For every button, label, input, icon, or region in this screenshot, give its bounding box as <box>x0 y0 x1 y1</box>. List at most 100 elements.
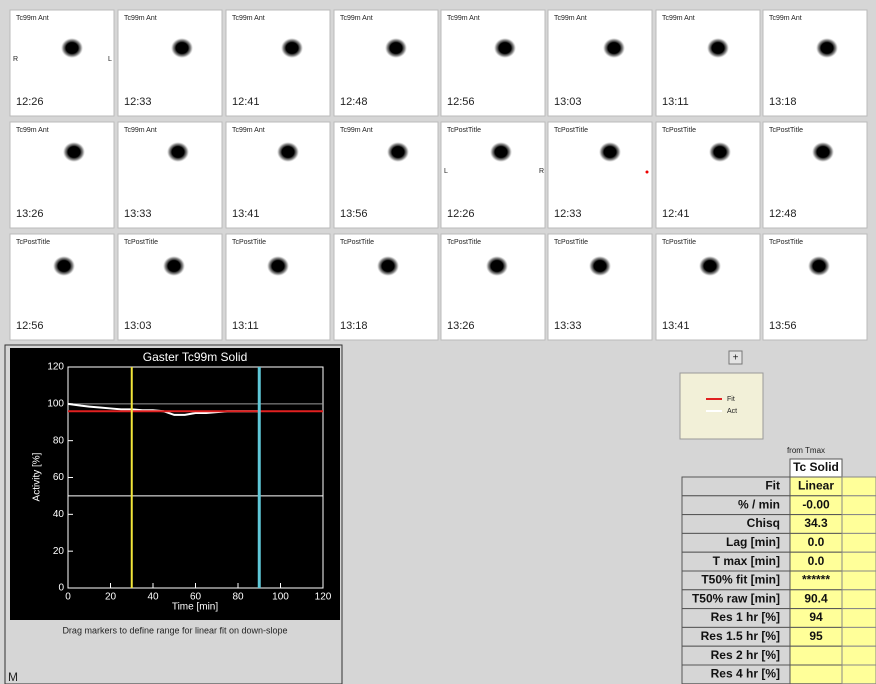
tracer-blob <box>277 142 299 162</box>
x-tick-label: 0 <box>65 592 71 603</box>
chart-area <box>10 348 340 620</box>
x-tick-label: 80 <box>232 592 244 603</box>
tile-label: TcPostTitle <box>340 239 374 246</box>
extra-cell <box>842 627 876 646</box>
tracer-blob <box>812 142 834 162</box>
orientation-right: R <box>539 168 544 175</box>
x-tick-label: 60 <box>190 592 202 603</box>
tracer-blob <box>171 38 193 58</box>
tile-label: Tc99m Ant <box>769 15 802 22</box>
row-value: Linear <box>798 479 834 493</box>
tile-time: 13:18 <box>769 96 797 108</box>
x-tick-label: 120 <box>315 592 332 603</box>
table-header: Tc Solid <box>793 460 839 474</box>
tile-time: 13:33 <box>124 208 152 220</box>
tracer-blob <box>53 256 75 276</box>
red-dot <box>646 171 649 174</box>
tracer-blob <box>808 256 830 276</box>
tracer-blob <box>709 142 731 162</box>
chart-caption: Drag markers to define range for linear … <box>62 625 287 635</box>
tile-label: Tc99m Ant <box>232 15 265 22</box>
tracer-blob <box>377 256 399 276</box>
tile-time: 13:18 <box>340 320 368 332</box>
tile-time: 12:33 <box>124 96 152 108</box>
y-tick-label: 40 <box>53 509 65 520</box>
y-axis-label: Activity [%] <box>32 452 43 501</box>
orientation-left: L <box>444 168 448 175</box>
extra-cell <box>842 590 876 609</box>
tile-label: TcPostTitle <box>554 239 588 246</box>
y-tick-label: 20 <box>53 546 65 557</box>
row-label: Fit <box>765 479 780 493</box>
tracer-blob <box>699 256 721 276</box>
x-axis-label: Time [min] <box>172 602 219 613</box>
tile-time: 13:26 <box>16 208 44 220</box>
y-tick-label: 120 <box>47 362 64 373</box>
tracer-blob <box>281 38 303 58</box>
page: {"tiles": [ {"label": "Tc99m Ant", "time… <box>0 0 876 684</box>
tile-label: TcPostTitle <box>554 127 588 134</box>
extra-cell <box>842 665 876 684</box>
tracer-blob <box>589 256 611 276</box>
row-value: 90.4 <box>804 591 828 605</box>
add-button-label[interactable]: + <box>733 353 739 364</box>
tracer-blob <box>387 142 409 162</box>
tile-time: 13:26 <box>447 320 475 332</box>
tracer-blob <box>816 38 838 58</box>
extra-cell <box>842 609 876 628</box>
tile-time: 12:26 <box>16 96 44 108</box>
tracer-blob <box>494 38 516 58</box>
row-value: ****** <box>802 573 830 587</box>
tile-label: Tc99m Ant <box>16 127 49 134</box>
tile-label: Tc99m Ant <box>16 15 49 22</box>
tile-label: TcPostTitle <box>662 127 696 134</box>
row-label: % / min <box>738 497 780 511</box>
tile-time: 13:11 <box>662 96 689 108</box>
extra-cell <box>842 515 876 534</box>
tile-label: Tc99m Ant <box>340 15 373 22</box>
row-label: T50% fit [min] <box>701 573 780 587</box>
tile-time: 12:41 <box>232 96 260 108</box>
tile-label: TcPostTitle <box>232 239 266 246</box>
extra-cell <box>842 646 876 665</box>
y-tick-label: 0 <box>58 583 64 594</box>
tracer-blob <box>61 38 83 58</box>
tracer-blob <box>163 256 185 276</box>
tile-label: TcPostTitle <box>447 127 481 134</box>
row-value: -0.00 <box>802 497 830 511</box>
value-cell <box>790 665 842 684</box>
row-label: Res 4 hr [%] <box>711 667 780 681</box>
tile-time: 13:41 <box>662 320 690 332</box>
tile-label: TcPostTitle <box>769 239 803 246</box>
row-label: T50% raw [min] <box>692 591 780 605</box>
tile-time: 13:03 <box>554 96 582 108</box>
tile-time: 12:56 <box>16 320 44 332</box>
tile-time: 12:48 <box>769 208 797 220</box>
row-value: 0.0 <box>808 554 825 568</box>
tracer-blob <box>599 142 621 162</box>
row-label: Lag [min] <box>726 535 780 549</box>
row-label: T max [min] <box>713 554 780 568</box>
tile-time: 12:48 <box>340 96 368 108</box>
legend-label: Act <box>727 408 737 415</box>
tile-label: TcPostTitle <box>769 127 803 134</box>
tracer-blob <box>707 38 729 58</box>
tile-label: TcPostTitle <box>447 239 481 246</box>
tracer-blob <box>63 142 85 162</box>
screen: + from Tmax M Tc99m Ant12:26RLTc99m Ant1… <box>0 0 876 684</box>
tile-time: 13:56 <box>769 320 797 332</box>
tile-time: 13:33 <box>554 320 582 332</box>
tile-label: Tc99m Ant <box>662 15 695 22</box>
y-tick-label: 100 <box>47 398 64 409</box>
tile-time: 13:56 <box>340 208 368 220</box>
table-note: from Tmax <box>787 446 825 455</box>
y-tick-label: 80 <box>53 435 65 446</box>
tile-label: TcPostTitle <box>124 239 158 246</box>
tile-label: Tc99m Ant <box>124 127 157 134</box>
row-label: Chisq <box>747 516 780 530</box>
row-label: Res 1.5 hr [%] <box>701 629 780 643</box>
legend-label: Fit <box>727 396 735 403</box>
tile-time: 13:41 <box>232 208 260 220</box>
tile-time: 12:26 <box>447 208 475 220</box>
tile-label: Tc99m Ant <box>554 15 587 22</box>
